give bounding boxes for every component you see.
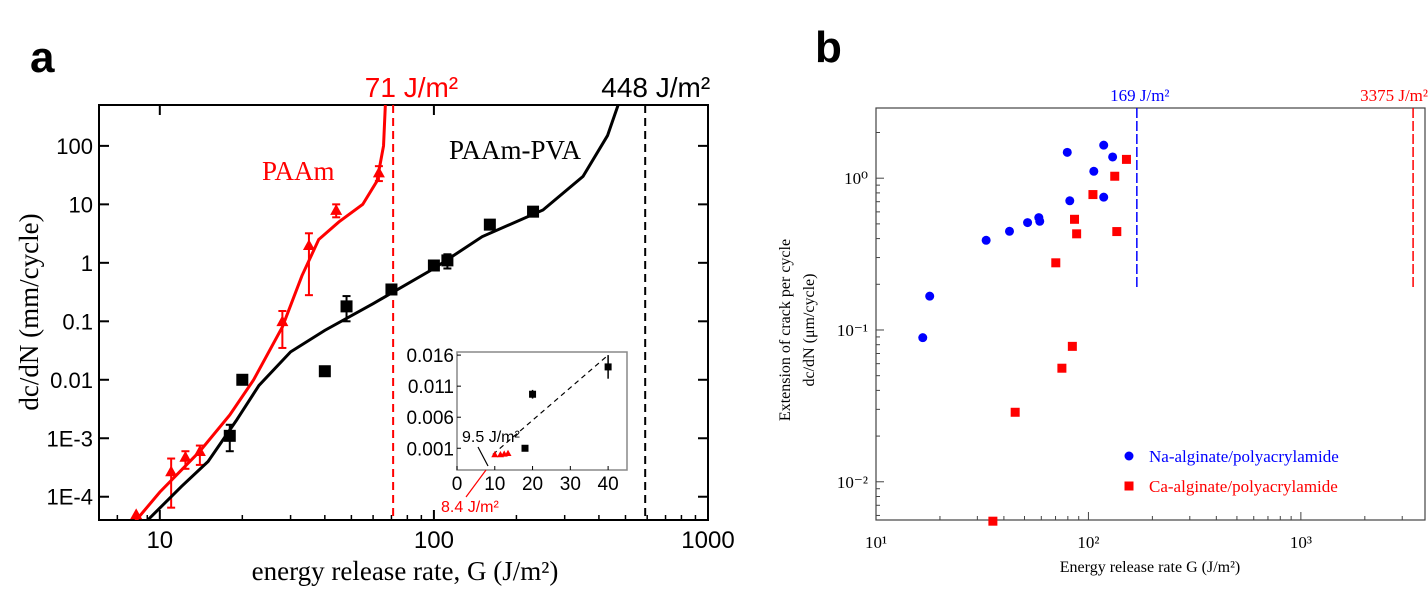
data-point-paam (276, 315, 289, 327)
x-tick-label-a: 10 (146, 527, 173, 554)
inset-annotation-9-5: 9.5 J/m² (462, 429, 520, 446)
data-point-paam-pva (340, 300, 353, 313)
y-tick-label-a: 1E-3 (47, 426, 93, 451)
data-point-ca-alginate (988, 516, 998, 526)
y-tick-label-a: 0.01 (50, 368, 93, 393)
data-point-na-alginate (1065, 196, 1075, 206)
data-point-paam (193, 445, 206, 457)
data-point-ca-alginate (1051, 258, 1061, 268)
inset-x-tick-label: 10 (484, 474, 505, 495)
inset-y-tick-label: 0.011 (408, 377, 454, 398)
data-point-na-alginate (1004, 226, 1014, 236)
y-axis-label-a: dc/dN (mm/cycle) (14, 213, 44, 410)
data-point-ca-alginate (1110, 171, 1120, 181)
y-tick-label-a: 0.1 (62, 309, 93, 334)
legend-label-ca: Ca-alginate/polyacrylamide (1149, 477, 1338, 496)
data-point-paam-pva (427, 259, 440, 272)
data-point-na-alginate (1023, 218, 1033, 228)
inset-x-tick-label: 0 (452, 474, 463, 495)
data-point-paam-pva (318, 365, 331, 378)
inset-fit-line (492, 354, 609, 455)
data-point-paam (165, 465, 178, 477)
legend-marker-ca (1124, 481, 1134, 491)
data-point-paam (130, 508, 143, 520)
inset-arrow-red (465, 469, 487, 498)
y-tick-label-a: 10 (69, 192, 93, 217)
data-point-na-alginate (981, 235, 991, 245)
data-point-paam-pva (441, 254, 454, 267)
inset-x-tick-label: 30 (560, 474, 581, 495)
data-point-paam-pva (236, 373, 249, 386)
x-axis-label-b: Energy release rate G (J/m²) (1060, 559, 1240, 576)
legend-marker-na (1124, 451, 1134, 461)
data-point-ca-alginate (1088, 190, 1098, 200)
data-point-ca-alginate (1070, 214, 1080, 224)
fit-curve-paam-pva (145, 105, 620, 520)
inset-x-tick-label: 40 (598, 474, 619, 495)
inset-x-tick-label: 20 (522, 474, 543, 495)
data-point-ca-alginate (1057, 363, 1067, 373)
inset-y-tick-label: 0.016 (406, 346, 454, 367)
data-point-ca-alginate (1010, 407, 1020, 417)
inset-arrow-black (477, 446, 489, 467)
plot-frame-b (875, 107, 1426, 521)
plot-frame-a (98, 104, 709, 521)
y-tick-label-a: 100 (56, 134, 93, 159)
inset-data-point-black (604, 363, 612, 371)
x-tick-label-a: 100 (414, 527, 454, 554)
x-tick-label-b: 10² (1077, 533, 1099, 552)
data-point-ca-alginate (1112, 227, 1122, 237)
x-axis-label-a: energy release rate, G (J/m²) (252, 556, 559, 586)
threshold-label-b: 169 J/m² (1110, 86, 1169, 105)
series-label-paam-pva: PAAm-PVA (449, 135, 582, 165)
panel-label-a: a (30, 33, 55, 82)
data-point-paam-pva (223, 429, 236, 442)
inset-y-tick-label: 0.001 (406, 439, 454, 460)
data-point-paam (179, 450, 192, 462)
data-point-paam-pva (483, 218, 496, 231)
inset-data-point-red (491, 450, 499, 458)
data-point-paam-pva (527, 205, 540, 218)
panel-label-b: b (815, 23, 842, 72)
y-tick-label-a: 1 (81, 251, 93, 276)
data-point-ca-alginate (1121, 154, 1131, 164)
data-point-ca-alginate (1072, 229, 1082, 239)
threshold-label-a: 448 J/m² (601, 72, 710, 103)
inset-data-point-red (504, 449, 512, 457)
y-tick-label-b: 10⁻² (837, 473, 868, 492)
y-tick-label-b: 10⁰ (844, 169, 868, 188)
legend-label-na: Na-alginate/polyacrylamide (1149, 447, 1339, 466)
threshold-label-a: 71 J/m² (365, 72, 458, 103)
data-point-paam-pva (385, 283, 398, 296)
y-axis-label-b-line1: Extension of crack per cycle (777, 239, 794, 421)
x-tick-label-a: 1000 (681, 527, 734, 554)
data-point-ca-alginate (1067, 341, 1077, 351)
data-point-na-alginate (918, 333, 928, 343)
data-point-paam (372, 166, 385, 178)
data-point-paam (302, 239, 315, 251)
data-point-na-alginate (1108, 152, 1118, 162)
x-tick-label-b: 10³ (1290, 533, 1312, 552)
inset-annotation-8-4: 8.4 J/m² (441, 499, 499, 516)
y-tick-label-a: 1E-4 (47, 485, 93, 510)
inset-frame (456, 351, 628, 471)
y-tick-label-b: 10⁻¹ (837, 321, 868, 340)
x-tick-label-b: 10¹ (865, 533, 887, 552)
data-point-na-alginate (1089, 166, 1099, 176)
inset-data-point-black (521, 444, 529, 452)
series-label-paam: PAAm (262, 156, 335, 186)
y-axis-label-b-line2: dc/dN (μm/cycle) (801, 274, 818, 387)
data-point-paam (330, 204, 343, 215)
data-point-na-alginate (1035, 216, 1045, 226)
data-point-na-alginate (925, 291, 935, 301)
data-point-na-alginate (1099, 140, 1109, 150)
inset-data-point-black (529, 390, 537, 398)
data-point-na-alginate (1062, 147, 1072, 157)
inset-y-tick-label: 0.006 (406, 408, 454, 429)
threshold-label-b: 3375 J/m² (1360, 86, 1428, 105)
data-point-na-alginate (1099, 192, 1109, 202)
